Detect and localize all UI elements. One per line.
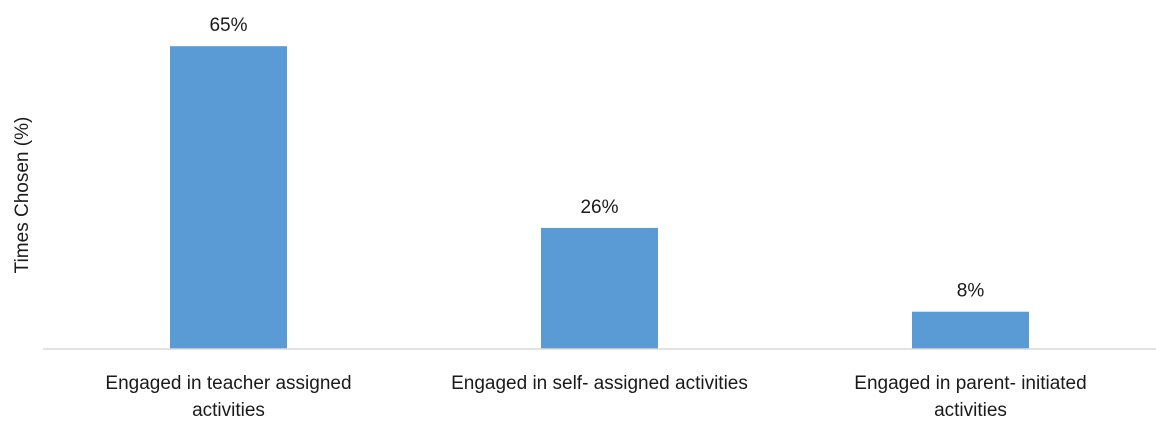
- bar-2: [912, 311, 1029, 349]
- data-labels-group: 65% 26% 8%: [209, 15, 984, 302]
- category-label-2-line-0: Engaged in parent- initiated: [854, 373, 1086, 394]
- category-label-1-line-0: Engaged in self- assigned activities: [451, 373, 748, 394]
- category-labels-group: Engaged in teacher assigned activities Eng…: [105, 373, 1086, 421]
- bar-0: [170, 46, 287, 349]
- category-label-0-line-1: activities: [192, 400, 265, 421]
- y-axis-label: Times Chosen (%): [12, 117, 33, 274]
- category-label-2-line-1: activities: [934, 400, 1007, 421]
- data-label-2: 8%: [957, 281, 985, 302]
- category-label-0-line-0: Engaged in teacher assigned: [105, 373, 351, 394]
- bar-1: [541, 227, 658, 349]
- bars-group: [170, 46, 1029, 349]
- data-label-1: 26%: [580, 197, 618, 218]
- data-label-0: 65%: [209, 15, 247, 36]
